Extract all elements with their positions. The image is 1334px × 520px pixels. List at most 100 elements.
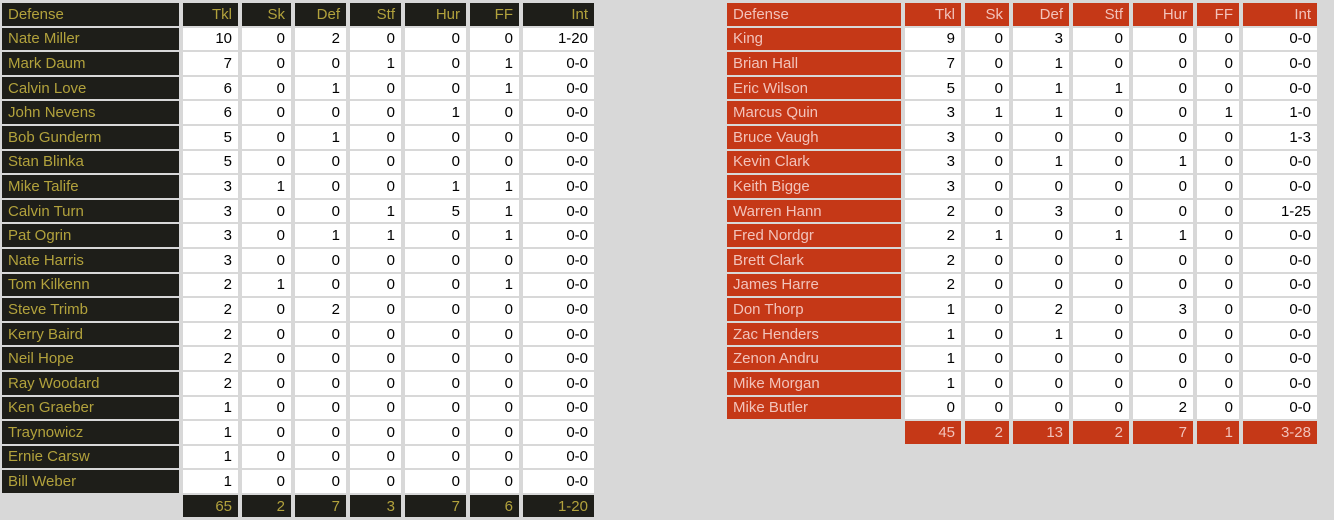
stat-value: 0 — [1197, 199, 1239, 223]
stat-value: 0 — [242, 27, 291, 51]
stat-value: 0 — [295, 52, 346, 75]
stat-value: 0 — [965, 248, 1009, 272]
stat-value: 0 — [470, 27, 519, 51]
stat-value: 0 — [405, 347, 466, 370]
stat-value: 0 — [350, 421, 401, 444]
stat-value: 0 — [965, 150, 1009, 174]
stat-value: 1 — [1073, 76, 1129, 100]
stat-value: 0-0 — [1243, 371, 1317, 395]
stat-value: 0 — [405, 371, 466, 395]
stat-value: 0 — [405, 150, 466, 174]
stat-value: 0-0 — [1243, 298, 1317, 321]
stat-value: 0 — [1197, 248, 1239, 272]
stat-value: 0-0 — [1243, 396, 1317, 420]
player-name: Bob Gunderm — [2, 125, 179, 149]
stat-value: 2 — [1013, 298, 1069, 321]
stat-value: 0 — [405, 76, 466, 100]
player-name: Kevin Clark — [727, 150, 901, 174]
stat-value: 0 — [470, 150, 519, 174]
stat-value: 3 — [183, 199, 238, 223]
stat-value: 7 — [183, 52, 238, 75]
column-header-int: Int — [1243, 3, 1317, 26]
total-value: 13 — [1013, 421, 1069, 444]
stat-value: 0 — [242, 347, 291, 370]
stat-value: 0 — [1073, 298, 1129, 321]
stat-value: 0 — [242, 52, 291, 75]
stat-value: 0 — [965, 396, 1009, 420]
stat-value: 5 — [905, 76, 961, 100]
player-name: Neil Hope — [2, 347, 179, 370]
stat-value: 0 — [1013, 347, 1069, 370]
stat-value: 0 — [1197, 371, 1239, 395]
stat-value: 0 — [295, 445, 346, 469]
stat-value: 0 — [350, 470, 401, 493]
stat-value: 0-0 — [523, 150, 594, 174]
total-value: 3 — [350, 494, 401, 518]
stat-value: 0 — [1073, 273, 1129, 297]
stat-value: 0 — [295, 150, 346, 174]
stat-value: 0 — [1133, 27, 1193, 51]
stat-value: 1 — [905, 347, 961, 370]
stat-value: 0 — [350, 371, 401, 395]
stat-value: 0 — [350, 248, 401, 272]
stat-value: 0 — [470, 421, 519, 444]
stat-value: 0 — [350, 298, 401, 321]
stat-value: 0-0 — [523, 199, 594, 223]
stat-value: 1 — [295, 76, 346, 100]
stat-value: 0 — [295, 175, 346, 198]
stat-value: 0 — [350, 396, 401, 420]
stat-value: 0 — [350, 273, 401, 297]
stat-value: 0 — [1013, 273, 1069, 297]
stat-value: 0 — [405, 298, 466, 321]
stat-value: 0 — [1133, 322, 1193, 346]
stat-value: 0 — [295, 248, 346, 272]
stat-value: 2 — [183, 371, 238, 395]
stat-value: 0 — [242, 371, 291, 395]
player-name: Don Thorp — [727, 298, 901, 321]
stat-value: 0-0 — [1243, 175, 1317, 198]
stat-value: 2 — [183, 347, 238, 370]
stat-value: 0 — [350, 101, 401, 124]
stat-value: 1 — [470, 199, 519, 223]
stat-value: 1 — [905, 322, 961, 346]
stat-value: 2 — [295, 298, 346, 321]
stat-value: 0 — [1197, 52, 1239, 75]
stat-value: 0 — [470, 125, 519, 149]
total-value: 7 — [405, 494, 466, 518]
stat-value: 0 — [1013, 396, 1069, 420]
stat-value: 0 — [1197, 224, 1239, 247]
stat-value: 0 — [242, 322, 291, 346]
player-name: Zac Henders — [727, 322, 901, 346]
player-name: Kerry Baird — [2, 322, 179, 346]
stat-value: 0 — [405, 445, 466, 469]
stat-value: 0 — [1013, 248, 1069, 272]
player-name: Pat Ogrin — [2, 224, 179, 247]
stat-value: 0 — [965, 52, 1009, 75]
stat-value: 1 — [350, 52, 401, 75]
stat-value: 0 — [242, 101, 291, 124]
stat-value: 3 — [183, 224, 238, 247]
total-value: 45 — [905, 421, 961, 444]
stat-value: 1 — [350, 199, 401, 223]
stat-value: 0 — [470, 470, 519, 493]
stat-value: 0 — [1197, 150, 1239, 174]
stat-value: 1 — [405, 175, 466, 198]
stat-value: 2 — [905, 199, 961, 223]
total-value: 1 — [1197, 421, 1239, 444]
stat-value: 0 — [1133, 175, 1193, 198]
stat-value: 0 — [1197, 322, 1239, 346]
stat-value: 0 — [470, 445, 519, 469]
stat-value: 0 — [1073, 199, 1129, 223]
stat-value: 0 — [405, 470, 466, 493]
stat-value: 0-0 — [1243, 76, 1317, 100]
total-value: 6 — [470, 494, 519, 518]
stat-value: 0 — [295, 199, 346, 223]
stat-value: 0 — [1197, 175, 1239, 198]
stat-value: 0 — [1133, 125, 1193, 149]
stat-value: 0 — [242, 445, 291, 469]
stat-value: 0-0 — [523, 445, 594, 469]
stat-value: 0 — [405, 27, 466, 51]
stat-value: 6 — [183, 76, 238, 100]
total-value: 7 — [295, 494, 346, 518]
stat-value: 1 — [1133, 150, 1193, 174]
